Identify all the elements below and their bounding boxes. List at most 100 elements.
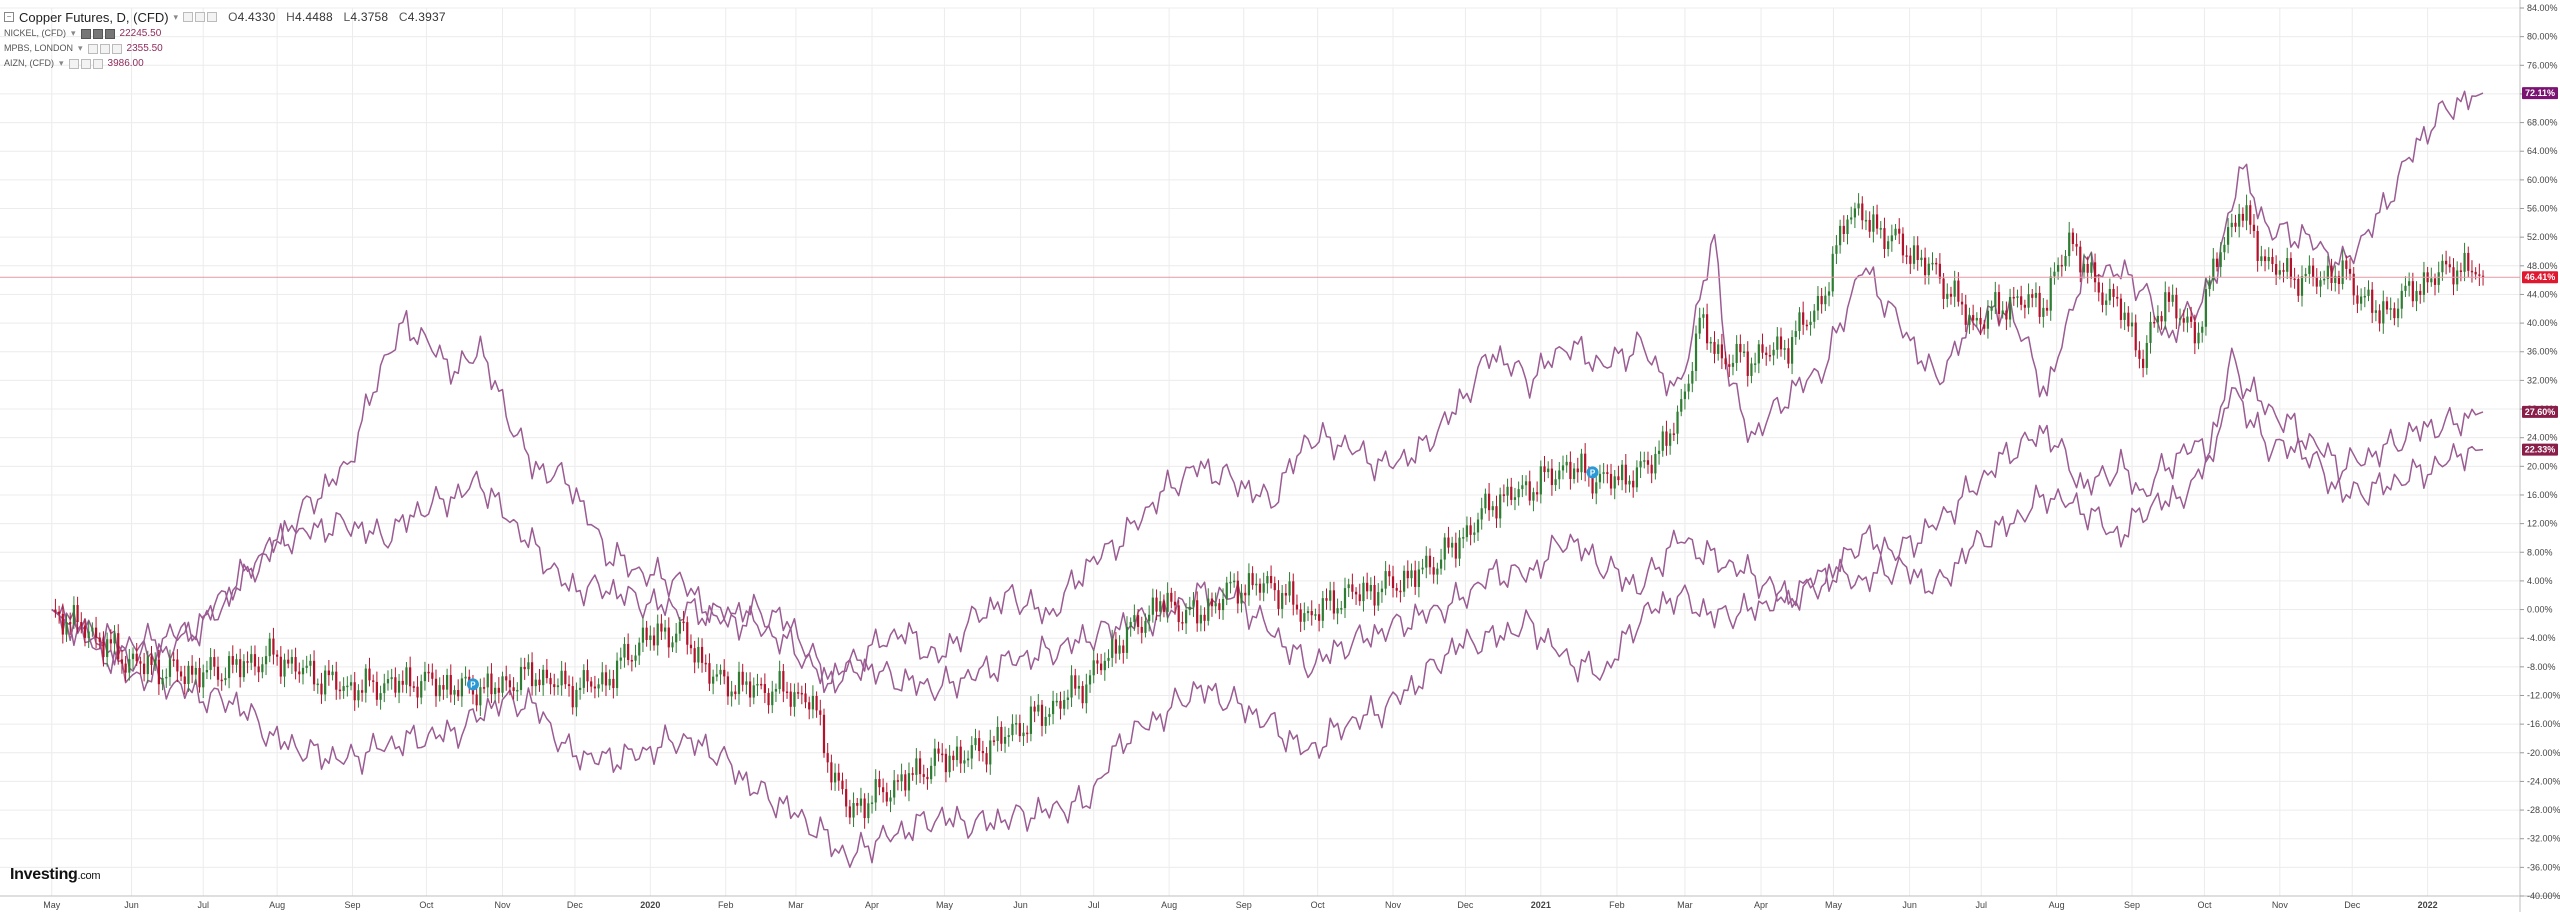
- candle-body: [2204, 289, 2208, 327]
- candle: [1210, 592, 1214, 617]
- candle-body: [992, 740, 996, 742]
- candle-body: [1092, 660, 1095, 676]
- candle: [870, 795, 874, 814]
- candle-body: [2082, 263, 2086, 273]
- candle: [416, 676, 419, 709]
- candle: [331, 664, 334, 681]
- candle-body: [553, 684, 556, 688]
- candle: [2282, 262, 2285, 283]
- candle: [449, 664, 452, 703]
- candle: [1942, 273, 1945, 310]
- candle: [752, 677, 755, 705]
- candle-body: [1000, 726, 1003, 744]
- candle-body: [2419, 290, 2422, 295]
- candle: [2382, 290, 2385, 334]
- candle-body: [1694, 333, 1698, 371]
- overlay-tools[interactable]: [80, 28, 115, 39]
- series-tools[interactable]: [183, 12, 218, 22]
- candle: [1565, 454, 1568, 473]
- candle: [239, 648, 242, 688]
- candle: [1532, 487, 1535, 512]
- candle-body: [2267, 256, 2270, 262]
- candle-body: [697, 646, 700, 663]
- candle-body: [2016, 296, 2019, 298]
- candle: [146, 650, 149, 684]
- overlay-symbol-label[interactable]: AIZN, (CFD): [4, 58, 54, 68]
- x-tick-label: Feb: [1609, 900, 1625, 910]
- candle: [2219, 242, 2222, 278]
- candle-body: [1517, 489, 1520, 498]
- candle: [1026, 725, 1029, 743]
- overlay-tools[interactable]: [68, 58, 103, 69]
- candle-body: [918, 758, 922, 775]
- candle-body: [1661, 431, 1664, 451]
- overlay-tools[interactable]: [87, 43, 122, 54]
- candle-body: [2437, 272, 2440, 285]
- candle: [970, 736, 973, 770]
- y-tick-label: -20.00%: [2527, 748, 2560, 758]
- candle: [904, 770, 907, 797]
- candle-body: [106, 639, 109, 658]
- candle-body: [907, 773, 911, 791]
- candle-body: [530, 662, 534, 687]
- candle: [1044, 706, 1047, 734]
- candle-body: [941, 753, 944, 756]
- candle-body: [438, 685, 441, 697]
- candle-body: [294, 657, 297, 672]
- event-marker[interactable]: P: [466, 678, 479, 691]
- candle-body: [1790, 337, 1794, 364]
- candle: [1720, 333, 1723, 370]
- candle: [1521, 475, 1524, 498]
- chevron-down-icon[interactable]: ▾: [71, 28, 76, 38]
- candle-body: [1953, 280, 1956, 297]
- candle: [279, 646, 282, 684]
- candle: [298, 662, 301, 683]
- candle-body: [283, 659, 286, 677]
- candle-body: [1687, 383, 1690, 392]
- candle: [1831, 246, 1834, 297]
- candle: [2334, 265, 2337, 292]
- candle-body: [128, 659, 131, 673]
- candle-body: [516, 689, 519, 692]
- candle: [464, 666, 467, 686]
- event-marker[interactable]: P: [1586, 466, 1599, 479]
- candle-body: [1432, 567, 1435, 575]
- candle-body: [1864, 219, 1868, 222]
- candle: [261, 656, 264, 679]
- candle-body: [1063, 699, 1066, 709]
- candle-body: [2212, 258, 2215, 281]
- candle-body: [2263, 256, 2267, 262]
- candle: [704, 654, 707, 673]
- candle: [139, 656, 142, 675]
- candle: [1524, 475, 1528, 496]
- chevron-down-icon[interactable]: ▾: [173, 11, 179, 22]
- overlay-symbol-label[interactable]: NICKEL, (CFD): [4, 28, 67, 38]
- candle-body: [1384, 571, 1387, 589]
- candle-body: [748, 681, 752, 698]
- candle-body: [1388, 571, 1391, 577]
- candle-body: [2049, 276, 2052, 311]
- candle-body: [420, 681, 423, 698]
- candle-body: [1380, 588, 1384, 593]
- candle: [512, 677, 515, 700]
- overlay-symbol-label[interactable]: MPBS, LONDON: [4, 43, 74, 53]
- candle-body: [1835, 245, 1838, 254]
- candle-body: [756, 683, 759, 686]
- candle: [2079, 240, 2082, 283]
- collapse-icon[interactable]: −: [4, 12, 14, 22]
- candle: [220, 673, 223, 691]
- candle-body: [1646, 460, 1650, 465]
- chevron-down-icon[interactable]: ▾: [59, 58, 64, 68]
- main-symbol-label[interactable]: Copper Futures, D, (CFD): [19, 9, 169, 25]
- candle: [2164, 281, 2167, 330]
- candle-body: [1521, 485, 1524, 490]
- y-tick-label: -32.00%: [2527, 834, 2560, 844]
- candle: [1406, 560, 1409, 589]
- chevron-down-icon[interactable]: ▾: [78, 43, 83, 53]
- candle-body: [542, 669, 545, 686]
- candle-body: [675, 633, 678, 643]
- candle-body: [1318, 614, 1321, 621]
- candle: [1805, 319, 1808, 331]
